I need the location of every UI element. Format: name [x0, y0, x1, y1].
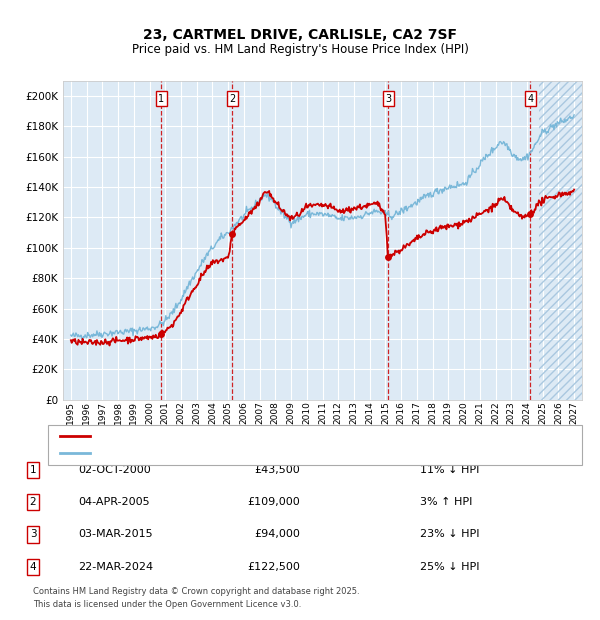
Text: 4: 4	[29, 562, 37, 572]
Text: 3: 3	[29, 529, 37, 539]
Text: HPI: Average price, semi-detached house, Cumberland: HPI: Average price, semi-detached house,…	[96, 448, 364, 458]
Text: £43,500: £43,500	[254, 465, 300, 475]
Text: 4: 4	[527, 94, 533, 104]
Text: 11% ↓ HPI: 11% ↓ HPI	[420, 465, 479, 475]
Text: 23, CARTMEL DRIVE, CARLISLE, CA2 7SF (semi-detached house): 23, CARTMEL DRIVE, CARLISLE, CA2 7SF (se…	[96, 431, 409, 441]
Text: 2: 2	[229, 94, 235, 104]
Text: 23, CARTMEL DRIVE, CARLISLE, CA2 7SF: 23, CARTMEL DRIVE, CARLISLE, CA2 7SF	[143, 28, 457, 42]
Text: £122,500: £122,500	[247, 562, 300, 572]
Text: 1: 1	[158, 94, 164, 104]
Text: Price paid vs. HM Land Registry's House Price Index (HPI): Price paid vs. HM Land Registry's House …	[131, 43, 469, 56]
Bar	[539, 81, 582, 400]
Text: 23% ↓ HPI: 23% ↓ HPI	[420, 529, 479, 539]
Text: £94,000: £94,000	[254, 529, 300, 539]
Text: 04-APR-2005: 04-APR-2005	[78, 497, 149, 507]
Text: 3% ↑ HPI: 3% ↑ HPI	[420, 497, 472, 507]
Text: 22-MAR-2024: 22-MAR-2024	[78, 562, 153, 572]
Text: 25% ↓ HPI: 25% ↓ HPI	[420, 562, 479, 572]
Text: £109,000: £109,000	[247, 497, 300, 507]
Text: 3: 3	[385, 94, 391, 104]
Text: 03-MAR-2015: 03-MAR-2015	[78, 529, 152, 539]
Text: 2: 2	[29, 497, 37, 507]
Text: 02-OCT-2000: 02-OCT-2000	[78, 465, 151, 475]
Text: 1: 1	[29, 465, 37, 475]
Text: Contains HM Land Registry data © Crown copyright and database right 2025.
This d: Contains HM Land Registry data © Crown c…	[33, 587, 359, 609]
Bar	[539, 81, 582, 400]
